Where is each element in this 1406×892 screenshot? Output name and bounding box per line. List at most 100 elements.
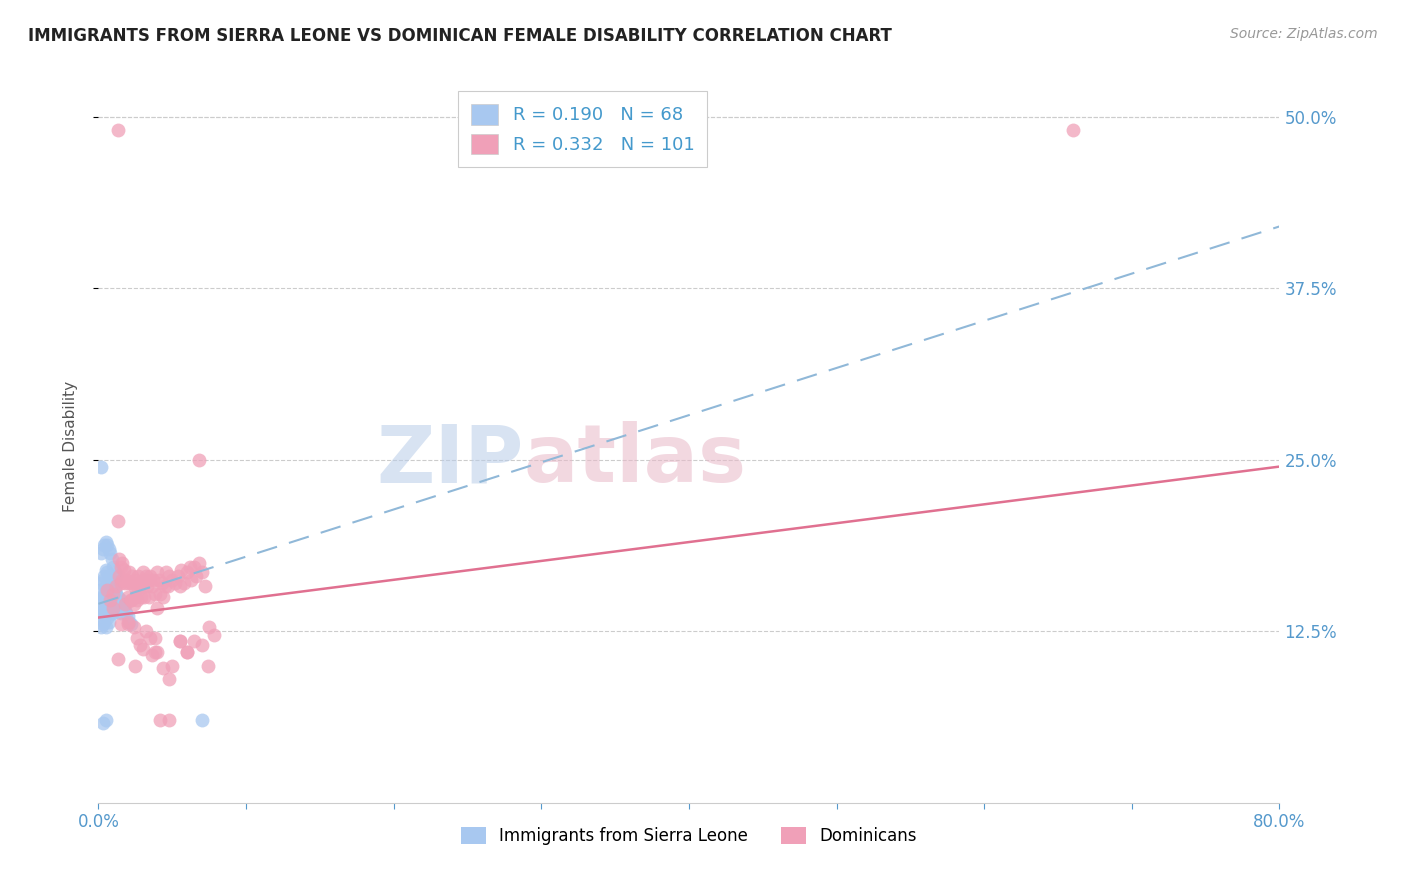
Point bbox=[136, 579, 159, 593]
Point bbox=[120, 617, 142, 632]
Point bbox=[124, 574, 146, 588]
Point bbox=[115, 574, 138, 588]
Point bbox=[107, 123, 129, 137]
Point bbox=[97, 615, 120, 629]
Point bbox=[91, 617, 114, 632]
Point bbox=[146, 566, 169, 580]
Point bbox=[135, 569, 157, 583]
Point bbox=[118, 615, 141, 629]
Point bbox=[111, 574, 134, 588]
Point bbox=[93, 601, 115, 615]
Point bbox=[103, 592, 125, 607]
Text: IMMIGRANTS FROM SIERRA LEONE VS DOMINICAN FEMALE DISABILITY CORRELATION CHART: IMMIGRANTS FROM SIERRA LEONE VS DOMINICA… bbox=[28, 27, 891, 45]
Point bbox=[94, 579, 117, 593]
Point bbox=[96, 566, 118, 580]
Point bbox=[197, 658, 219, 673]
Point bbox=[125, 631, 148, 645]
Point bbox=[194, 579, 217, 593]
Point bbox=[115, 607, 138, 621]
Point bbox=[105, 587, 128, 601]
Point bbox=[93, 538, 115, 552]
Point bbox=[124, 590, 146, 604]
Point bbox=[179, 559, 201, 574]
Point bbox=[156, 579, 179, 593]
Point bbox=[138, 590, 160, 604]
Point bbox=[121, 569, 143, 583]
Point bbox=[149, 587, 172, 601]
Y-axis label: Female Disability: Female Disability bbox=[63, 380, 77, 512]
Point bbox=[170, 562, 193, 576]
Point bbox=[90, 546, 112, 560]
Point bbox=[122, 620, 145, 634]
Point bbox=[93, 587, 115, 601]
Point bbox=[112, 562, 135, 576]
Point bbox=[153, 579, 176, 593]
Point bbox=[191, 566, 214, 580]
Point bbox=[89, 592, 111, 607]
Point bbox=[183, 559, 205, 574]
Point bbox=[104, 583, 127, 598]
Point bbox=[117, 576, 139, 591]
Point bbox=[114, 604, 136, 618]
Point bbox=[96, 538, 118, 552]
Point bbox=[1062, 123, 1084, 137]
Point bbox=[97, 587, 120, 601]
Point bbox=[111, 597, 134, 611]
Point bbox=[110, 607, 132, 621]
Point bbox=[94, 592, 117, 607]
Point bbox=[100, 607, 122, 621]
Point bbox=[162, 574, 183, 588]
Point bbox=[134, 590, 156, 604]
Point bbox=[117, 615, 139, 629]
Point bbox=[191, 714, 214, 728]
Point bbox=[146, 601, 169, 615]
Point bbox=[120, 592, 142, 607]
Point bbox=[139, 569, 162, 583]
Point bbox=[100, 576, 122, 591]
Point bbox=[125, 592, 148, 607]
Point bbox=[176, 645, 198, 659]
Point bbox=[148, 574, 170, 588]
Point bbox=[146, 645, 169, 659]
Point bbox=[184, 569, 207, 583]
Point bbox=[91, 716, 114, 731]
Point bbox=[107, 590, 129, 604]
Point bbox=[157, 673, 180, 687]
Point bbox=[96, 583, 118, 598]
Point bbox=[103, 559, 125, 574]
Point bbox=[124, 658, 146, 673]
Point bbox=[98, 574, 121, 588]
Point bbox=[165, 576, 187, 591]
Legend: Immigrants from Sierra Leone, Dominicans: Immigrants from Sierra Leone, Dominicans bbox=[454, 820, 924, 852]
Point bbox=[90, 607, 112, 621]
Point bbox=[108, 592, 131, 607]
Point bbox=[97, 541, 120, 556]
Point bbox=[94, 607, 117, 621]
Point bbox=[152, 661, 174, 675]
Point bbox=[91, 541, 114, 556]
Point bbox=[127, 583, 149, 598]
Point bbox=[103, 601, 125, 615]
Point bbox=[97, 601, 120, 615]
Point bbox=[96, 610, 118, 624]
Point bbox=[100, 592, 122, 607]
Point bbox=[169, 633, 191, 648]
Point bbox=[155, 566, 177, 580]
Point bbox=[198, 620, 221, 634]
Point bbox=[162, 658, 183, 673]
Point bbox=[128, 579, 150, 593]
Point bbox=[134, 574, 156, 588]
Point bbox=[143, 631, 166, 645]
Point bbox=[89, 607, 111, 621]
Point bbox=[90, 620, 112, 634]
Point bbox=[152, 590, 174, 604]
Point bbox=[91, 590, 114, 604]
Point bbox=[91, 574, 114, 588]
Point bbox=[132, 579, 155, 593]
Point bbox=[143, 645, 166, 659]
Point bbox=[183, 633, 205, 648]
Point bbox=[98, 592, 121, 607]
Point bbox=[180, 574, 202, 588]
Text: ZIP: ZIP bbox=[377, 421, 523, 500]
Point bbox=[191, 638, 214, 652]
